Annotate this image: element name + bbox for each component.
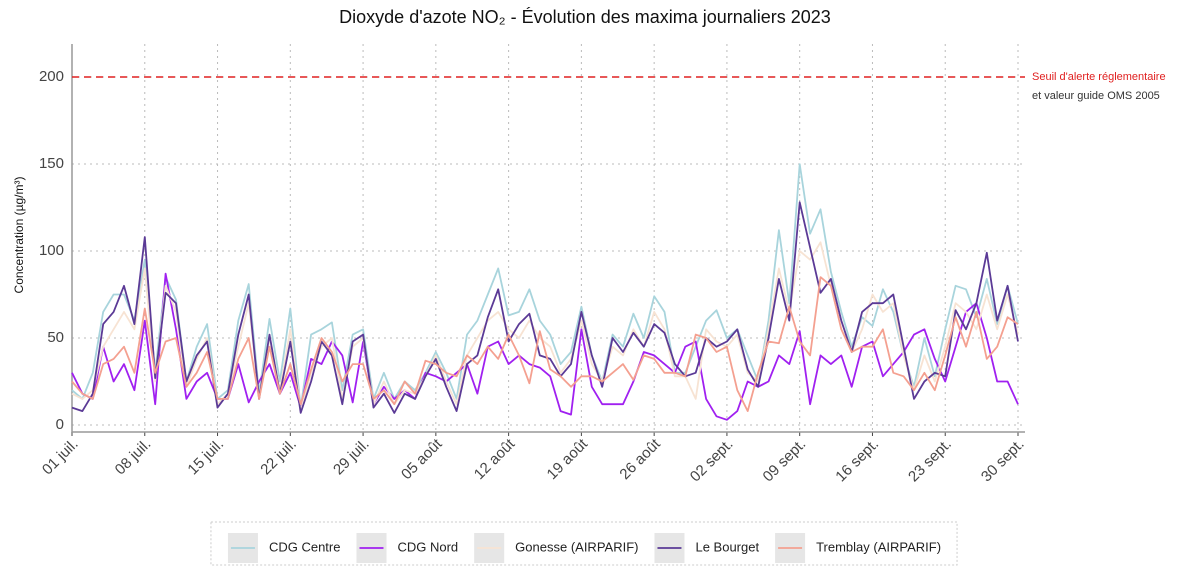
y-tick-label: 200 — [39, 68, 64, 85]
legend-item: Le Bourget — [654, 533, 759, 563]
y-tick-label: 150 — [39, 155, 64, 172]
x-tick-label: 19 août — [544, 435, 592, 483]
legend-label: CDG Centre — [269, 539, 341, 554]
series-line — [71, 272, 1019, 421]
legend-item: CDG Nord — [356, 533, 458, 563]
series-line — [71, 276, 1019, 412]
y-tick-label: 0 — [56, 416, 64, 433]
annotation: et valeur guide OMS 2005 — [1032, 90, 1160, 102]
x-tick-label: 22 juil. — [257, 436, 300, 479]
legend-label: Tremblay (AIRPARIF) — [816, 539, 941, 554]
x-tick-label: 01 juil. — [39, 436, 82, 479]
legend-label: Le Bourget — [695, 539, 759, 554]
legend-box — [210, 521, 958, 566]
legend-item: CDG Centre — [227, 533, 341, 563]
legend-label: CDG Nord — [397, 539, 458, 554]
chart-title: Dioxyde d'azote NO₂ - Évolution des maxi… — [339, 7, 831, 27]
x-tick-label: 08 juil. — [112, 436, 155, 479]
y-axis-title: Concentration (µg/m³) — [12, 177, 26, 294]
x-tick-label: 30 sept. — [978, 436, 1028, 486]
legend-item: Gonesse (AIRPARIF) — [474, 533, 638, 563]
x-tick-label: 23 sept. — [905, 436, 955, 486]
x-tick-label: 29 juil. — [330, 436, 373, 479]
x-tick-label: 09 sept. — [760, 436, 810, 486]
legend-item: Tremblay (AIRPARIF) — [775, 533, 941, 563]
series-line — [71, 201, 1019, 414]
x-tick-label: 16 sept. — [832, 436, 882, 486]
annotation: Seuil d'alerte réglementaire — [1032, 71, 1166, 83]
x-tick-label: 02 sept. — [687, 436, 737, 486]
y-tick-label: 100 — [39, 242, 64, 259]
x-tick-label: 26 août — [616, 435, 664, 483]
x-tick-label: 05 août — [398, 435, 446, 483]
y-tick-label: 50 — [47, 329, 64, 346]
legend-label: Gonesse (AIRPARIF) — [515, 539, 638, 554]
x-tick-label: 15 juil. — [184, 436, 227, 479]
x-tick-label: 12 août — [471, 435, 519, 483]
